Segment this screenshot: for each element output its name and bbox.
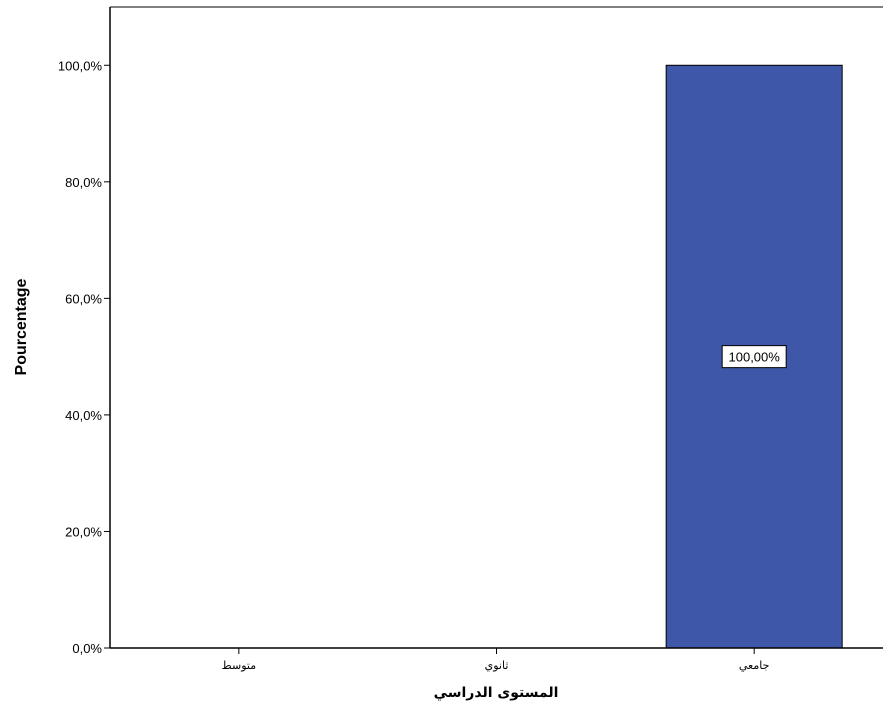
y-tick-label: 100,0% [58, 58, 103, 73]
data-label-box [721, 345, 787, 369]
data-label: 100,00% [729, 350, 781, 365]
x-ticks-group: متوسط ثانوي جامعي [222, 648, 770, 672]
y-axis-title: Pourcentage [13, 278, 30, 375]
x-category-label: متوسط [222, 659, 257, 672]
y-tick-label: 20,0% [65, 524, 102, 539]
data-labels-group: 100,00% [721, 345, 787, 369]
x-category-label: ثانوي [485, 659, 509, 672]
y-tick-label: 0,0% [72, 641, 102, 656]
y-tick-label: 40,0% [65, 408, 102, 423]
y-tick-label: 80,0% [65, 175, 102, 190]
x-category-label: جامعي [739, 659, 770, 672]
y-tick-label: 60,0% [65, 291, 102, 306]
y-ticks-group: 0,0% 20,0% 40,0% 60,0% 80,0% 100,0% [58, 58, 110, 656]
x-axis-title: المستوى الدراسي [434, 685, 559, 701]
